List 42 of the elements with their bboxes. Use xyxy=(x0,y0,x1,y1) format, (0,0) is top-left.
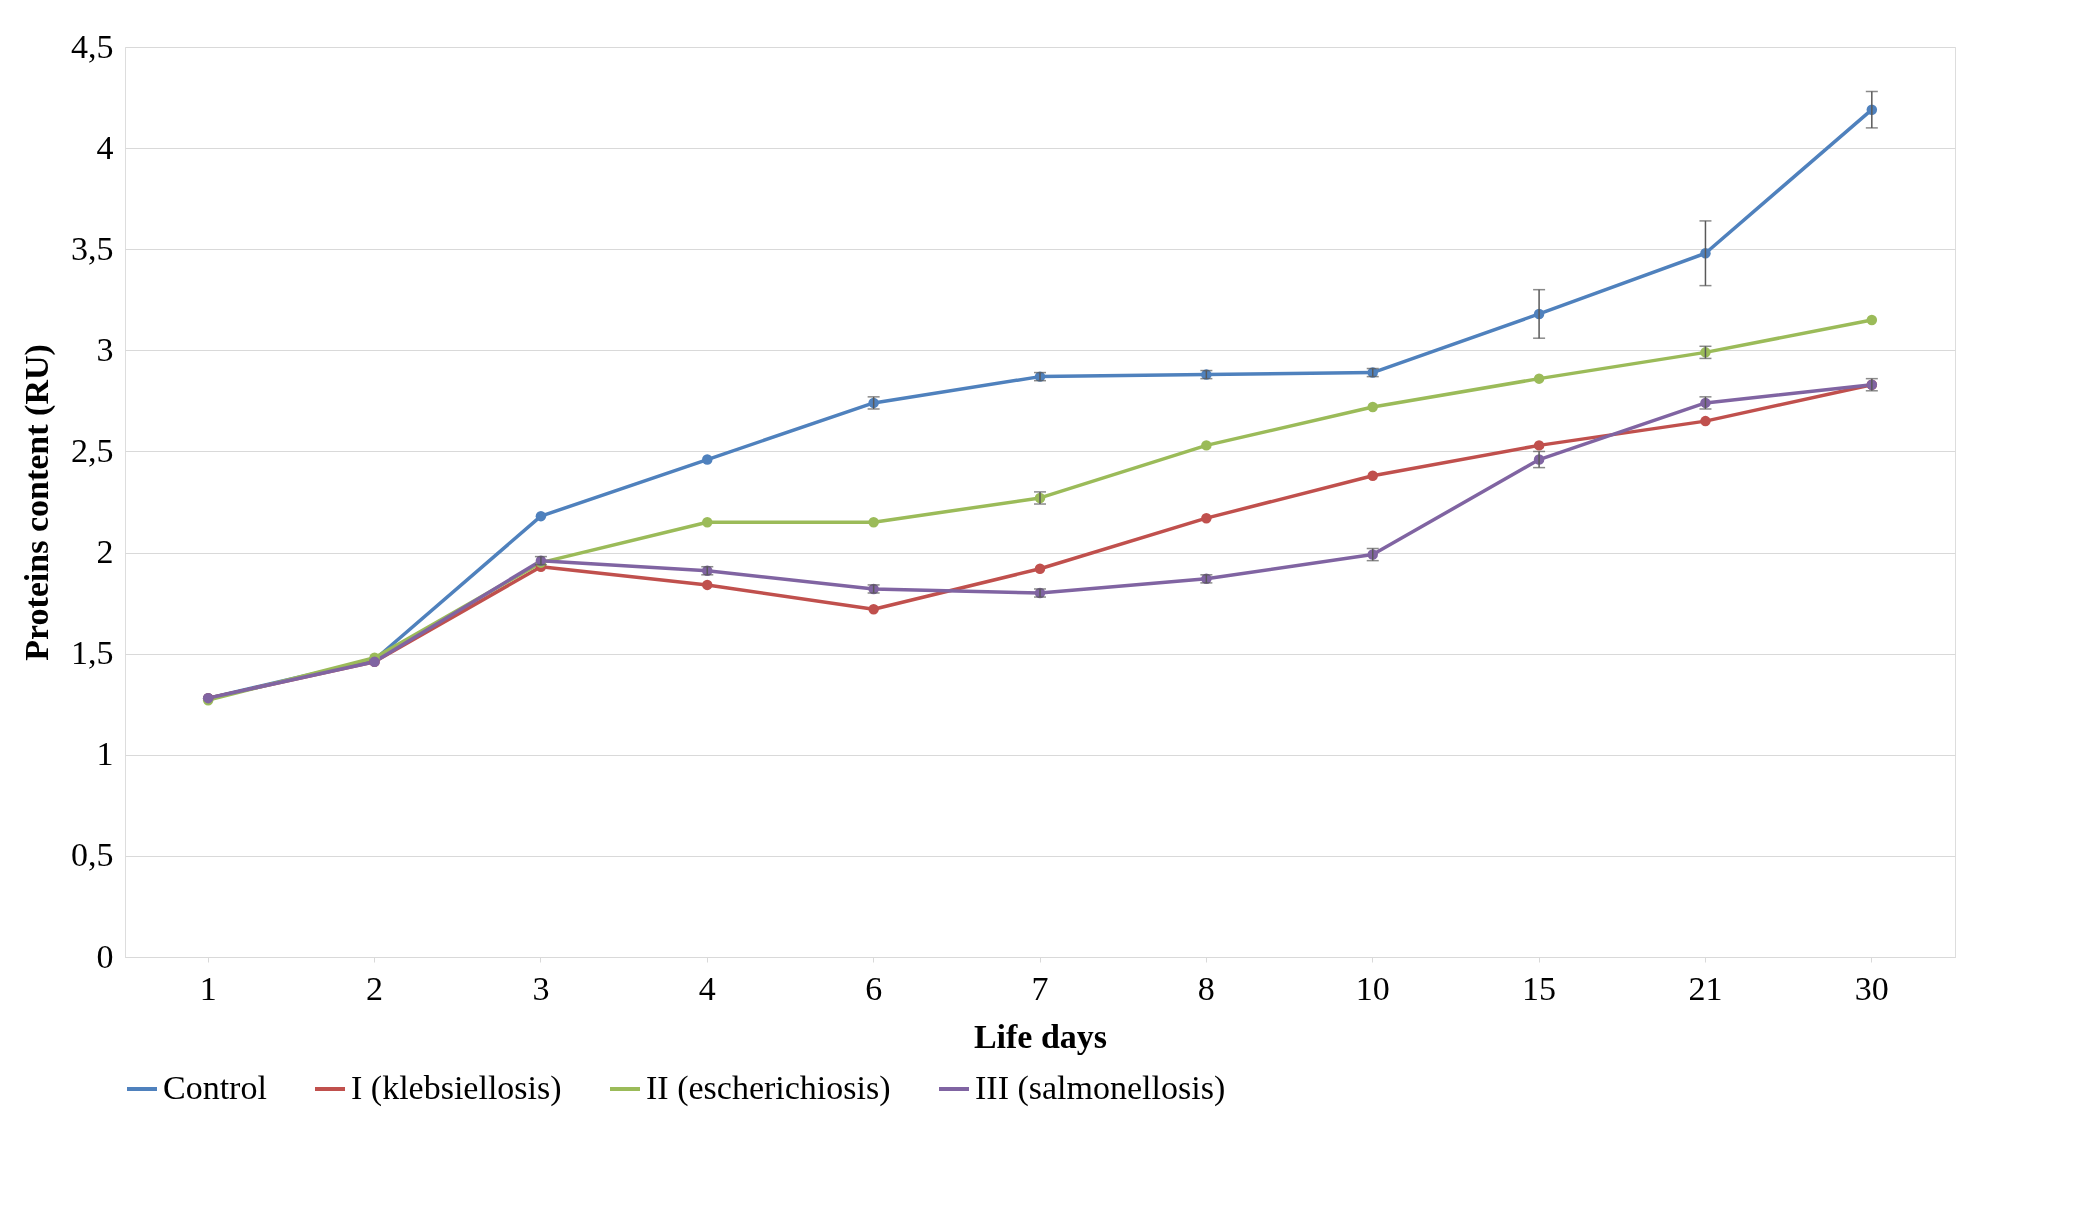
y-tick-label: 4,5 xyxy=(71,27,114,65)
y-tick-label: 3 xyxy=(96,330,114,368)
x-tick-label: 4 xyxy=(698,969,716,1007)
point xyxy=(868,516,879,528)
point xyxy=(1201,512,1212,524)
point xyxy=(1367,401,1378,413)
point xyxy=(702,516,713,528)
x-tick-label: 3 xyxy=(532,969,550,1007)
x-tick-label: 8 xyxy=(1197,969,1215,1007)
x-tick-label: 30 xyxy=(1854,969,1889,1007)
y-tick-label: 2 xyxy=(96,533,114,571)
legend-label: III (salmonellosis) xyxy=(975,1069,1226,1107)
point xyxy=(702,579,713,591)
point xyxy=(702,454,713,465)
point xyxy=(868,603,879,615)
x-tick-label: 7 xyxy=(1031,969,1049,1007)
point xyxy=(535,510,547,522)
y-tick-label: 0 xyxy=(96,937,114,975)
y-tick-label: 0,5 xyxy=(71,836,114,874)
point xyxy=(1034,563,1046,574)
y-tick-label: 3,5 xyxy=(71,229,114,267)
legend-label: II (escherichiosis) xyxy=(646,1069,891,1107)
y-tick-label: 1,5 xyxy=(71,634,114,672)
x-tick-label: 2 xyxy=(366,969,384,1007)
point xyxy=(1533,440,1545,451)
x-tick-label: 10 xyxy=(1355,969,1390,1007)
x-axis-title: Life days xyxy=(973,1017,1108,1055)
y-tick-label: 4 xyxy=(96,128,114,166)
x-tick-label: 6 xyxy=(865,969,883,1007)
point xyxy=(1866,314,1878,326)
y-tick-label: 2,5 xyxy=(71,431,114,469)
legend-label: I (klebsiellosis) xyxy=(351,1069,562,1107)
point xyxy=(1367,470,1378,481)
point xyxy=(1201,440,1212,451)
x-tick-label: 15 xyxy=(1522,969,1557,1007)
legend-label: Control xyxy=(163,1069,267,1106)
point xyxy=(1533,373,1545,384)
y-axis-title: Proteins content (RU) xyxy=(18,344,56,661)
y-tick-label: 1 xyxy=(96,735,114,773)
x-tick-label: 1 xyxy=(199,969,217,1007)
x-tick-label: 21 xyxy=(1688,969,1723,1007)
point xyxy=(1700,415,1711,427)
